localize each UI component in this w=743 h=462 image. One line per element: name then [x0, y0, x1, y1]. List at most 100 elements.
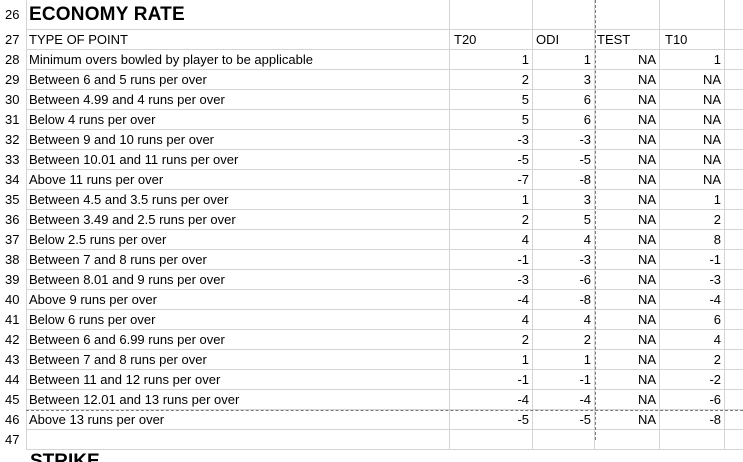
cell[interactable]	[725, 350, 743, 370]
cell-test[interactable]: NA	[595, 270, 660, 290]
header-cell-odi[interactable]: ODI	[533, 30, 595, 50]
cell-test[interactable]: NA	[595, 390, 660, 410]
cell[interactable]	[725, 110, 743, 130]
cell[interactable]	[725, 150, 743, 170]
cell-t20[interactable]: 5	[450, 110, 533, 130]
cell-test[interactable]: NA	[595, 310, 660, 330]
cell-odi[interactable]: 4	[533, 230, 595, 250]
cell-test[interactable]: NA	[595, 70, 660, 90]
cell-type-of-point[interactable]: Above 9 runs per over	[26, 290, 450, 310]
cell-t20[interactable]: -7	[450, 170, 533, 190]
cell-type-of-point[interactable]: Between 6 and 6.99 runs per over	[26, 330, 450, 350]
cell-test[interactable]: NA	[595, 210, 660, 230]
cell[interactable]	[533, 430, 595, 450]
cell-odi[interactable]: 3	[533, 70, 595, 90]
cell-t10[interactable]: 1	[660, 190, 725, 210]
row-number[interactable]: 33	[5, 152, 20, 167]
cell-t20[interactable]: 2	[450, 330, 533, 350]
cell-t20[interactable]: -4	[450, 390, 533, 410]
header-cell-type-of-point[interactable]: TYPE OF POINT	[26, 30, 450, 50]
cell-t10[interactable]: 2	[660, 350, 725, 370]
cell-type-of-point[interactable]: Between 4.99 and 4 runs per over	[26, 90, 450, 110]
cell-test[interactable]: NA	[595, 130, 660, 150]
cell[interactable]	[660, 430, 725, 450]
cell-t20[interactable]: -4	[450, 290, 533, 310]
cell[interactable]	[450, 0, 533, 30]
cell[interactable]	[725, 270, 743, 290]
cell-test[interactable]: NA	[595, 190, 660, 210]
cell[interactable]	[450, 430, 533, 450]
cell-t20[interactable]: -1	[450, 370, 533, 390]
row-number[interactable]: 40	[5, 292, 20, 307]
row-number[interactable]: 28	[5, 52, 20, 67]
cell-odi[interactable]: 2	[533, 330, 595, 350]
row-number[interactable]: 27	[5, 32, 20, 47]
cell-odi[interactable]: -4	[533, 390, 595, 410]
cell-test[interactable]: NA	[595, 250, 660, 270]
cell-t10[interactable]: -3	[660, 270, 725, 290]
row-number[interactable]: 43	[5, 352, 20, 367]
cell-t10[interactable]: NA	[660, 110, 725, 130]
cell-type-of-point[interactable]: Between 11 and 12 runs per over	[26, 370, 450, 390]
cell-t20[interactable]: 4	[450, 310, 533, 330]
cell-test[interactable]: NA	[595, 50, 660, 70]
row-number[interactable]: 46	[5, 412, 20, 427]
row-number[interactable]: 32	[5, 132, 20, 147]
cell-type-of-point[interactable]: Below 4 runs per over	[26, 110, 450, 130]
cell-t20[interactable]: -5	[450, 410, 533, 430]
cell-t10[interactable]: -6	[660, 390, 725, 410]
cell-type-of-point[interactable]: Between 7 and 8 runs per over	[26, 250, 450, 270]
cell-t10[interactable]: NA	[660, 150, 725, 170]
cell-type-of-point[interactable]: Between 7 and 8 runs per over	[26, 350, 450, 370]
cell-t10[interactable]: 4	[660, 330, 725, 350]
cell[interactable]	[725, 250, 743, 270]
cell-odi[interactable]: 1	[533, 50, 595, 70]
section-title-cell[interactable]: ECONOMY RATE	[26, 0, 450, 30]
cell-odi[interactable]: 5	[533, 210, 595, 230]
cell-test[interactable]: NA	[595, 170, 660, 190]
cell-t20[interactable]: 1	[450, 350, 533, 370]
cell-t20[interactable]: 1	[450, 190, 533, 210]
cell-type-of-point[interactable]: Above 13 runs per over	[26, 410, 450, 430]
cell[interactable]	[725, 410, 743, 430]
cell-t10[interactable]: NA	[660, 130, 725, 150]
cell[interactable]	[26, 430, 450, 450]
cell[interactable]	[725, 130, 743, 150]
cell-odi[interactable]: -8	[533, 170, 595, 190]
cell[interactable]	[725, 170, 743, 190]
cell-t10[interactable]: 1	[660, 50, 725, 70]
row-number[interactable]: 37	[5, 232, 20, 247]
cell-test[interactable]: NA	[595, 410, 660, 430]
cell[interactable]	[725, 0, 743, 30]
cell-t20[interactable]: 2	[450, 70, 533, 90]
row-number[interactable]: 31	[5, 112, 20, 127]
cell-type-of-point[interactable]: Between 3.49 and 2.5 runs per over	[26, 210, 450, 230]
cell-t10[interactable]: 2	[660, 210, 725, 230]
cell-t20[interactable]: -1	[450, 250, 533, 270]
cell[interactable]	[660, 0, 725, 30]
cell-test[interactable]: NA	[595, 330, 660, 350]
cell-t10[interactable]: NA	[660, 90, 725, 110]
row-number[interactable]: 35	[5, 192, 20, 207]
cell-t10[interactable]: NA	[660, 170, 725, 190]
cell[interactable]	[725, 290, 743, 310]
row-number[interactable]: 26	[5, 7, 20, 22]
cell[interactable]	[533, 0, 595, 30]
cell[interactable]	[725, 330, 743, 350]
cell-odi[interactable]: 3	[533, 190, 595, 210]
cell-type-of-point[interactable]: Below 2.5 runs per over	[26, 230, 450, 250]
cell-t20[interactable]: -5	[450, 150, 533, 170]
row-number[interactable]: 29	[5, 72, 20, 87]
cell-odi[interactable]: -3	[533, 250, 595, 270]
cell[interactable]	[725, 230, 743, 250]
row-number[interactable]: 38	[5, 252, 20, 267]
cell-t10[interactable]: -8	[660, 410, 725, 430]
cell-type-of-point[interactable]: Between 12.01 and 13 runs per over	[26, 390, 450, 410]
cell[interactable]	[725, 310, 743, 330]
cell[interactable]	[725, 190, 743, 210]
cell-test[interactable]: NA	[595, 370, 660, 390]
cell[interactable]	[725, 210, 743, 230]
cell-t10[interactable]: -4	[660, 290, 725, 310]
cell-t10[interactable]: -1	[660, 250, 725, 270]
cell-odi[interactable]: 6	[533, 90, 595, 110]
